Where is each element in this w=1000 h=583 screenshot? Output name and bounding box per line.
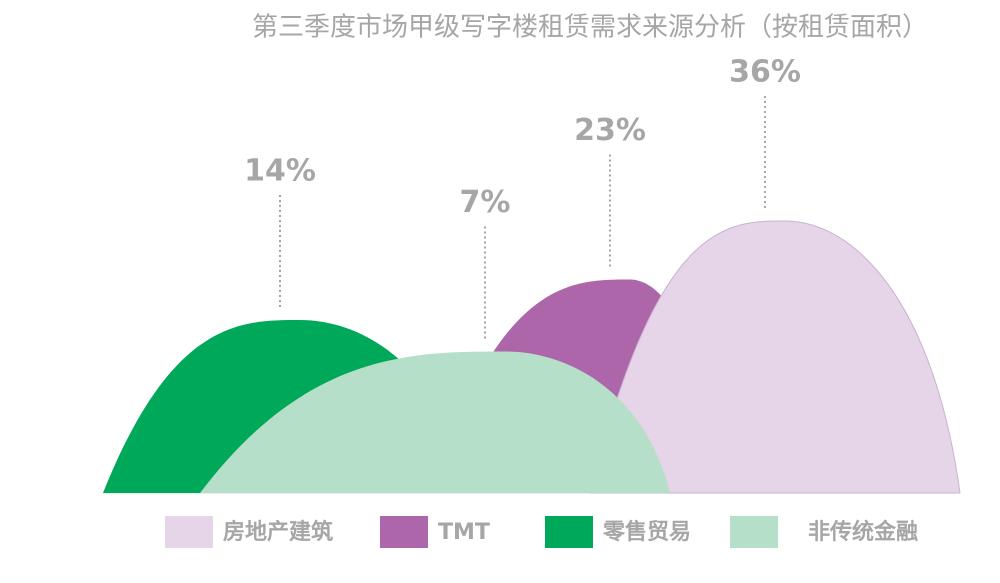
legend-swatch — [545, 516, 593, 548]
legend-swatch — [730, 516, 778, 548]
value-label: 7% — [460, 185, 511, 220]
mountain — [200, 351, 670, 493]
chart-title: 第三季度市场甲级写字楼租赁需求来源分析（按租赁面积） — [252, 13, 928, 43]
legend-label: TMT — [438, 520, 490, 545]
value-label: 36% — [729, 55, 801, 90]
mountain — [589, 220, 961, 494]
legend-label: 房地产建筑 — [223, 519, 333, 545]
legend-swatch — [165, 516, 213, 548]
legend-label: 零售贸易 — [602, 519, 691, 545]
legend-label: 非传统金融 — [808, 519, 918, 545]
value-label: 23% — [574, 113, 646, 148]
legend-swatch — [380, 516, 428, 548]
value-label: 14% — [244, 154, 316, 189]
